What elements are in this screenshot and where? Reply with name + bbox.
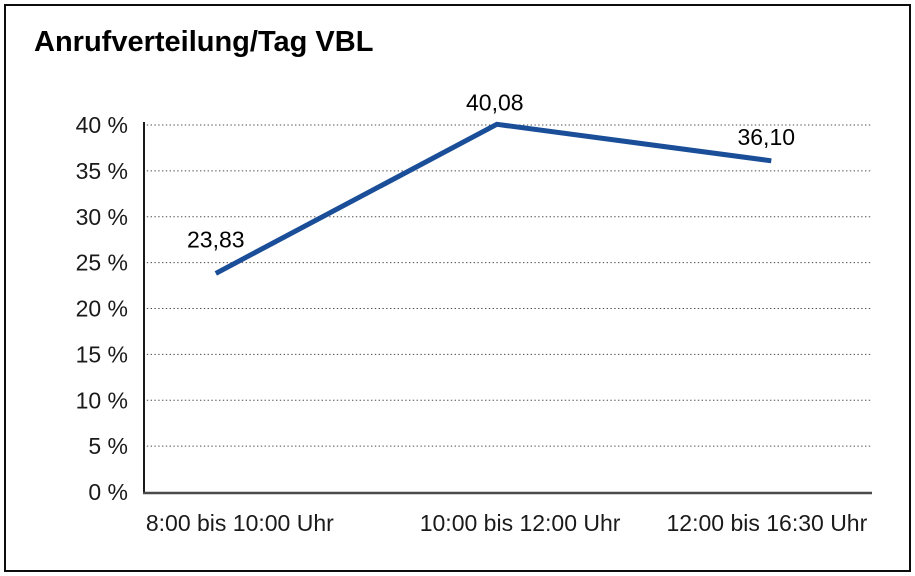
y-tick-label: 35 %	[76, 158, 128, 184]
chart-outer-border	[4, 4, 911, 572]
y-tick-label: 30 %	[76, 204, 128, 230]
data-point-label: 36,10	[737, 124, 795, 150]
y-tick-label: 40 %	[76, 112, 128, 138]
y-tick-label: 20 %	[76, 296, 128, 322]
chart-title: Anrufverteilung/Tag VBL	[34, 26, 374, 58]
y-tick-label: 15 %	[76, 341, 128, 367]
x-tick-label: 10:00 bis 12:00 Uhr	[420, 510, 621, 536]
x-tick-label: 8:00 bis 10:00 Uhr	[146, 510, 334, 536]
y-tick-label: 10 %	[76, 387, 128, 413]
y-tick-label: 25 %	[76, 250, 128, 276]
series-line	[214, 121, 772, 276]
x-tick-label: 12:00 bis 16:30 Uhr	[667, 510, 868, 536]
y-tick-label: 0 %	[88, 479, 128, 505]
data-point-label: 23,83	[187, 226, 245, 252]
y-tick-label: 5 %	[88, 433, 128, 459]
data-point-label: 40,08	[466, 89, 524, 115]
